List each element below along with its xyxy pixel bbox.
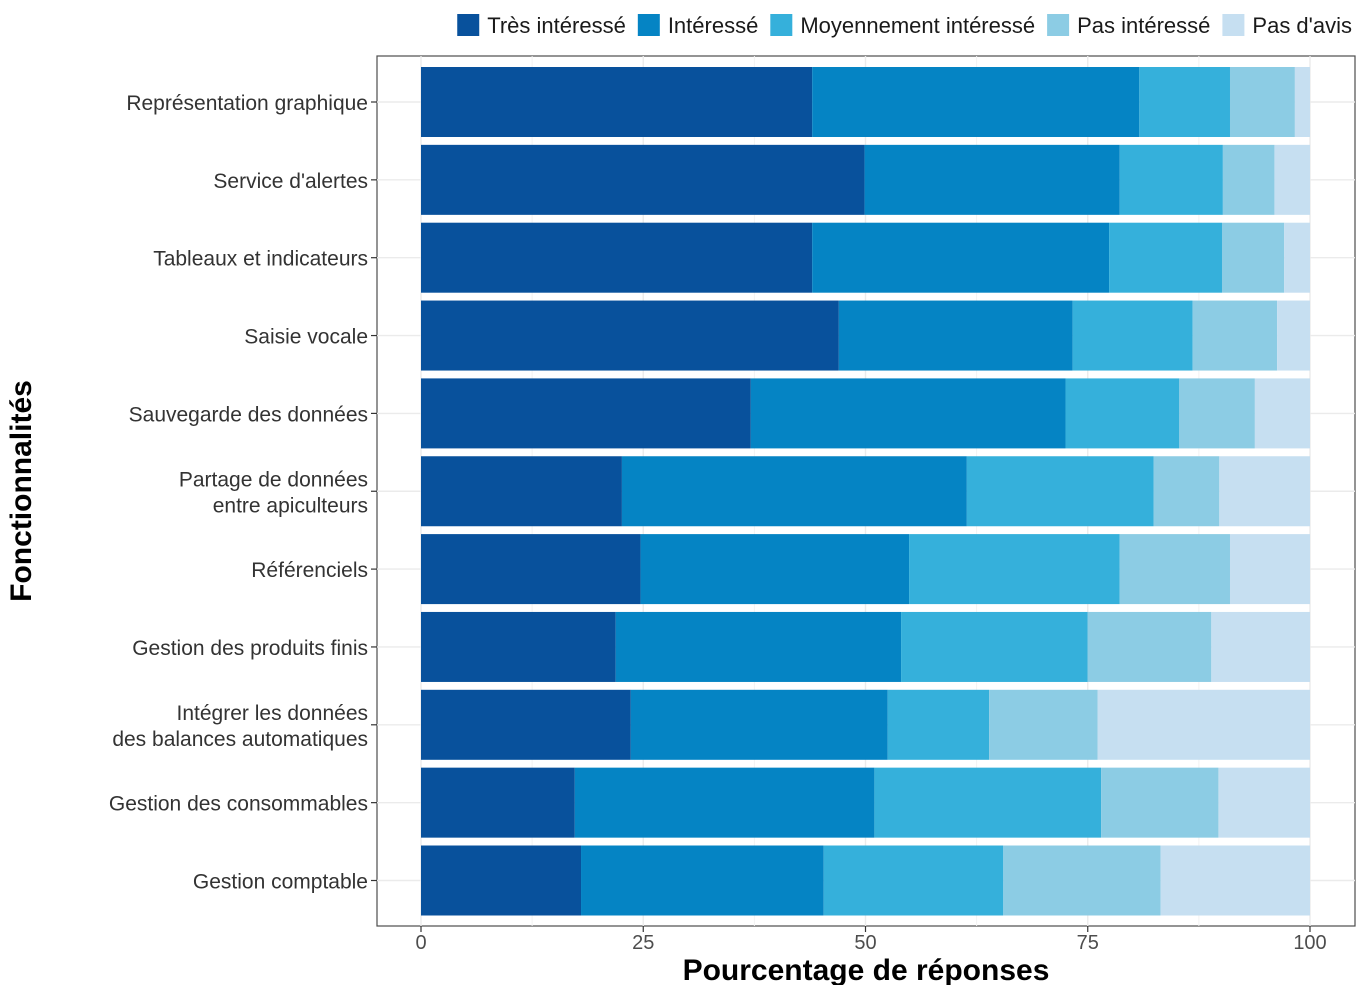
x-tick-label: 75 xyxy=(1077,932,1099,954)
y-tick-label: Service d'alertes xyxy=(213,170,368,193)
bar-segment xyxy=(1192,300,1278,371)
bar-segment xyxy=(421,456,622,527)
bar-segment xyxy=(581,845,824,916)
bar-segment xyxy=(750,378,1066,449)
bar-segment xyxy=(421,67,813,137)
bar-segment xyxy=(1274,144,1310,215)
bar-segment xyxy=(1160,845,1310,916)
bar-segment xyxy=(966,456,1154,527)
y-tick-label: Gestion comptable xyxy=(193,871,368,894)
bar-segment xyxy=(621,456,967,527)
legend-item: Pas d'avis xyxy=(1222,13,1352,38)
bar-segment xyxy=(874,767,1102,838)
bar-segment xyxy=(1284,222,1310,293)
bar-segment xyxy=(421,144,865,215)
bar-segment xyxy=(887,689,990,760)
bar-segment xyxy=(864,144,1120,215)
bar-segment xyxy=(1109,222,1222,293)
bar-segment xyxy=(1003,845,1161,916)
y-axis: Représentation graphique Service d'alerte… xyxy=(109,92,377,894)
bar-segment xyxy=(1211,611,1310,682)
bar-segment xyxy=(1222,144,1275,215)
legend-swatch xyxy=(637,14,660,36)
y-tick-label: Référenciels xyxy=(251,559,368,582)
bar-segment xyxy=(421,378,751,449)
y-tick-label: Représentation graphique xyxy=(126,92,368,115)
x-tick-label: 25 xyxy=(632,932,654,954)
legend-item: Intéressé xyxy=(637,13,759,38)
x-tick-label: 50 xyxy=(854,932,876,954)
bar-segment xyxy=(421,689,631,760)
bar-segment xyxy=(812,222,1110,293)
bar-segment xyxy=(1221,222,1285,293)
y-tick-label: Gestion des produits finis xyxy=(132,637,368,660)
bar-segment xyxy=(901,611,1088,682)
bar-segment xyxy=(1229,67,1295,137)
bar-segment xyxy=(1254,378,1310,449)
bar-segment xyxy=(421,611,616,682)
legend-item: Très intéressé xyxy=(457,13,626,38)
bar-segment xyxy=(1065,378,1180,449)
bar-segment xyxy=(1294,67,1310,137)
bar-segment xyxy=(838,300,1073,371)
legend-swatch xyxy=(1222,14,1245,36)
bar-segment xyxy=(640,534,910,605)
bar-segment xyxy=(823,845,1004,916)
y-tick-label: Intégrer les données xyxy=(177,702,368,725)
bar-segment xyxy=(421,767,575,838)
legend-swatch xyxy=(1047,14,1070,36)
bar-segment xyxy=(1277,300,1310,371)
legend-label: Très intéressé xyxy=(487,13,626,38)
x-tick-label: 100 xyxy=(1293,932,1326,954)
bar-segment xyxy=(574,767,875,838)
x-axis-title: Pourcentage de réponses xyxy=(683,954,1050,985)
bar-segment xyxy=(421,845,582,916)
legend-label: Pas intéressé xyxy=(1077,13,1210,38)
bar-segment xyxy=(909,534,1120,605)
bar-segment xyxy=(1179,378,1255,449)
legend-item: Pas intéressé xyxy=(1047,13,1210,38)
y-tick-label: Sauvegarde des données xyxy=(129,403,368,426)
legend-swatch xyxy=(457,14,480,36)
legend-label: Moyennement intéressé xyxy=(800,13,1035,38)
legend-label: Pas d'avis xyxy=(1252,13,1352,38)
bar-segment xyxy=(1218,767,1310,838)
bar-segment xyxy=(421,300,839,371)
bar-segment xyxy=(1139,67,1230,137)
bar-segment xyxy=(1072,300,1193,371)
bars xyxy=(421,67,1310,916)
bar-segment xyxy=(421,534,641,605)
bar-segment xyxy=(1101,767,1219,838)
y-tick-label: des balances automatiques xyxy=(112,728,368,751)
bar-segment xyxy=(630,689,888,760)
y-tick-label: Saisie vocale xyxy=(244,326,368,349)
legend-item: Moyennement intéressé xyxy=(770,13,1035,38)
bar-segment xyxy=(1087,611,1212,682)
x-axis: 0 25 50 75 100 xyxy=(415,926,1327,954)
y-axis-title: Fonctionnalités xyxy=(5,380,38,602)
legend-label: Intéressé xyxy=(668,13,759,38)
bar-segment xyxy=(989,689,1098,760)
y-tick-label: entre apiculteurs xyxy=(213,494,368,517)
y-tick-label: Gestion des consommables xyxy=(109,793,368,816)
bar-segment xyxy=(812,67,1140,137)
y-tick-label: Partage de données xyxy=(179,468,368,491)
bar-segment xyxy=(421,222,813,293)
legend: Très intéressé Intéressé Moyennement intér… xyxy=(457,13,1352,38)
y-tick-label: Tableaux et indicateurs xyxy=(153,248,368,271)
legend-swatch xyxy=(770,14,793,36)
x-tick-label: 0 xyxy=(415,932,426,954)
bar-segment xyxy=(1097,689,1310,760)
bar-segment xyxy=(1153,456,1220,527)
bar-segment xyxy=(1219,456,1310,527)
bar-segment xyxy=(1119,144,1223,215)
bar-segment xyxy=(615,611,902,682)
bar-segment xyxy=(1119,534,1230,605)
bar-segment xyxy=(1229,534,1310,605)
